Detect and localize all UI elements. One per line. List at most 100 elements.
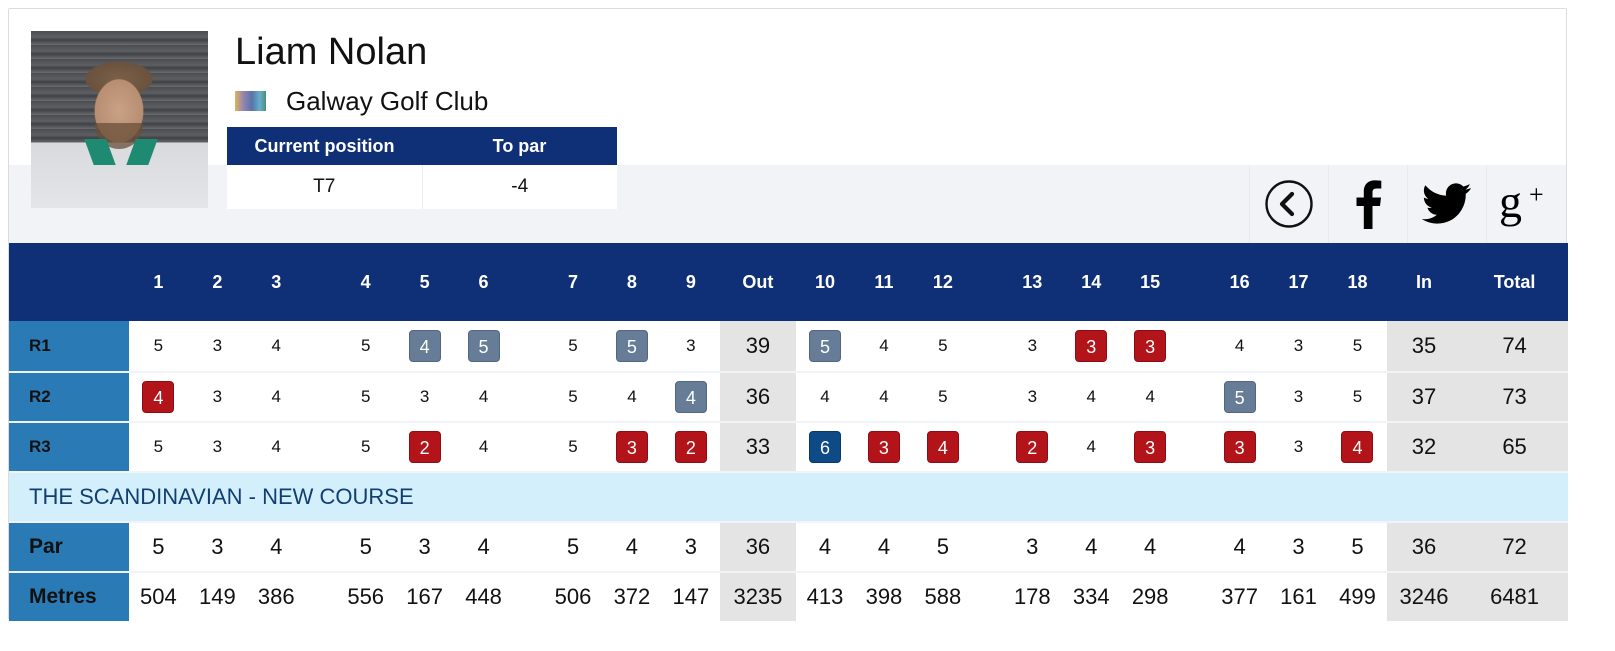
to-par-value: -4 bbox=[511, 176, 529, 197]
back-button[interactable] bbox=[1249, 165, 1328, 243]
in-subtotal: 32 bbox=[1386, 421, 1462, 471]
share-bar: g + bbox=[1249, 165, 1565, 243]
header-hole: 11 bbox=[874, 271, 894, 292]
header-hole: 7 bbox=[567, 271, 578, 292]
round-hole-cell: 5 bbox=[454, 321, 514, 371]
metres-hole-cell: 167 bbox=[395, 571, 455, 621]
column-gap bbox=[1180, 243, 1210, 321]
par-label: Par bbox=[9, 521, 129, 571]
facebook-share-button[interactable] bbox=[1328, 165, 1407, 243]
scorecard-table: 1 2 3 4 5 6 7 8 9 Out 10 11 12 13 14 15 bbox=[9, 243, 1568, 621]
round-hole-cell: 4 bbox=[395, 321, 455, 371]
round-hole-cell: 5 bbox=[602, 321, 662, 371]
round-hole-cell: 4 bbox=[661, 371, 721, 421]
current-position-value: T7 bbox=[227, 165, 423, 209]
column-gap bbox=[306, 243, 336, 321]
par-hole-cell: 5 bbox=[543, 521, 603, 571]
column-gap bbox=[1179, 321, 1211, 371]
metres-hole-cell: 398 bbox=[854, 571, 914, 621]
header-total: Total bbox=[1493, 271, 1536, 292]
in-subtotal: 35 bbox=[1386, 321, 1462, 371]
header-hole: 1 bbox=[153, 271, 164, 292]
par-hole-cell: 4 bbox=[854, 521, 914, 571]
round-label: R2 bbox=[9, 371, 129, 421]
column-gap bbox=[972, 243, 1002, 321]
facebook-icon bbox=[1356, 180, 1382, 229]
header-hole: 15 bbox=[1140, 271, 1161, 292]
birdie-score-badge: 3 bbox=[615, 431, 648, 463]
out-subtotal: 39 bbox=[720, 321, 796, 371]
birdie-score-badge: 4 bbox=[142, 381, 175, 413]
round-hole-cell: 2 bbox=[1002, 421, 1062, 471]
column-gap bbox=[513, 321, 544, 371]
round-hole-cell: 4 bbox=[913, 421, 973, 471]
header-hole: 17 bbox=[1288, 271, 1309, 292]
metres-label: Metres bbox=[9, 571, 129, 621]
round-label: R3 bbox=[9, 421, 129, 471]
par-hole-cell: 5 bbox=[336, 521, 396, 571]
to-par-header: To par bbox=[492, 135, 547, 156]
metres-hole-cell: 504 bbox=[128, 571, 188, 621]
player-scorecard-card: Liam Nolan Galway Golf Club Current posi… bbox=[8, 8, 1568, 621]
column-gap bbox=[513, 521, 544, 571]
birdie-score-badge: 3 bbox=[1223, 431, 1256, 463]
metres-hole-cell: 588 bbox=[913, 571, 973, 621]
metres-hole-cell: 298 bbox=[1120, 571, 1180, 621]
player-photo bbox=[31, 31, 208, 208]
position-summary-header: Current position To par bbox=[227, 127, 617, 165]
chevron-left-circle-icon bbox=[1265, 180, 1313, 228]
bogey-score-badge: 5 bbox=[615, 330, 648, 362]
header-hole: 3 bbox=[271, 271, 282, 292]
round-hole-cell: 3 bbox=[1002, 371, 1062, 421]
position-summary-values: T7 -4 bbox=[227, 165, 617, 209]
round-hole-cell: 4 bbox=[1210, 321, 1270, 371]
round-hole-cell: 5 bbox=[543, 421, 603, 471]
column-gap bbox=[1179, 421, 1211, 471]
par-hole-cell: 5 bbox=[913, 521, 973, 571]
column-gap bbox=[972, 571, 1003, 621]
round-hole-cell: 5 bbox=[795, 321, 855, 371]
round-hole-cell: 4 bbox=[795, 371, 855, 421]
twitter-share-button[interactable] bbox=[1407, 165, 1486, 243]
par-hole-cell: 4 bbox=[454, 521, 514, 571]
birdie-score-badge: 3 bbox=[1134, 431, 1167, 463]
header-out: Out bbox=[742, 271, 774, 292]
column-gap bbox=[972, 321, 1003, 371]
round-hole-cell: 4 bbox=[246, 321, 306, 371]
round-hole-cell: 5 bbox=[913, 321, 973, 371]
metres-hole-cell: 149 bbox=[187, 571, 247, 621]
round-hole-cell: 4 bbox=[854, 371, 914, 421]
round-hole-cell: 4 bbox=[246, 371, 306, 421]
round-hole-cell: 4 bbox=[1328, 421, 1387, 471]
svg-text:g: g bbox=[1499, 179, 1522, 227]
header-hole: 4 bbox=[360, 271, 371, 292]
round-row: R3 5 3 4 5 2 4 5 3 2 33 6 3 4 2 4 3 3 3 4 32 65 bbox=[9, 421, 1568, 471]
round-hole-cell: 3 bbox=[1269, 321, 1328, 371]
header-in: In bbox=[1416, 271, 1433, 292]
current-position-header: Current position bbox=[254, 135, 395, 156]
metres-hole-cell: 413 bbox=[795, 571, 855, 621]
header-hole: 18 bbox=[1347, 271, 1368, 292]
header-hole: 9 bbox=[685, 271, 696, 292]
round-hole-cell: 5 bbox=[543, 321, 603, 371]
round-hole-cell: 6 bbox=[795, 421, 855, 471]
round-hole-cell: 3 bbox=[661, 321, 721, 371]
metres-in-subtotal: 3246 bbox=[1386, 571, 1462, 621]
round-hole-cell: 3 bbox=[1269, 421, 1328, 471]
column-gap bbox=[305, 321, 337, 371]
club-name: Galway Golf Club bbox=[286, 85, 489, 116]
bogey-score-badge: 5 bbox=[1223, 381, 1256, 413]
column-gap bbox=[513, 421, 544, 471]
par-in-subtotal: 36 bbox=[1386, 521, 1462, 571]
header-hole: 10 bbox=[814, 271, 836, 292]
player-name: Liam Nolan bbox=[235, 31, 428, 73]
metres-hole-cell: 334 bbox=[1061, 571, 1121, 621]
birdie-score-badge: 2 bbox=[1016, 431, 1049, 463]
round-hole-cell: 4 bbox=[454, 371, 514, 421]
round-hole-cell: 5 bbox=[543, 371, 603, 421]
round-hole-cell: 4 bbox=[1120, 371, 1180, 421]
par-hole-cell: 4 bbox=[1120, 521, 1180, 571]
googleplus-share-button[interactable]: g + bbox=[1486, 165, 1565, 243]
metres-hole-cell: 386 bbox=[246, 571, 306, 621]
double-score-badge: 6 bbox=[809, 431, 841, 463]
